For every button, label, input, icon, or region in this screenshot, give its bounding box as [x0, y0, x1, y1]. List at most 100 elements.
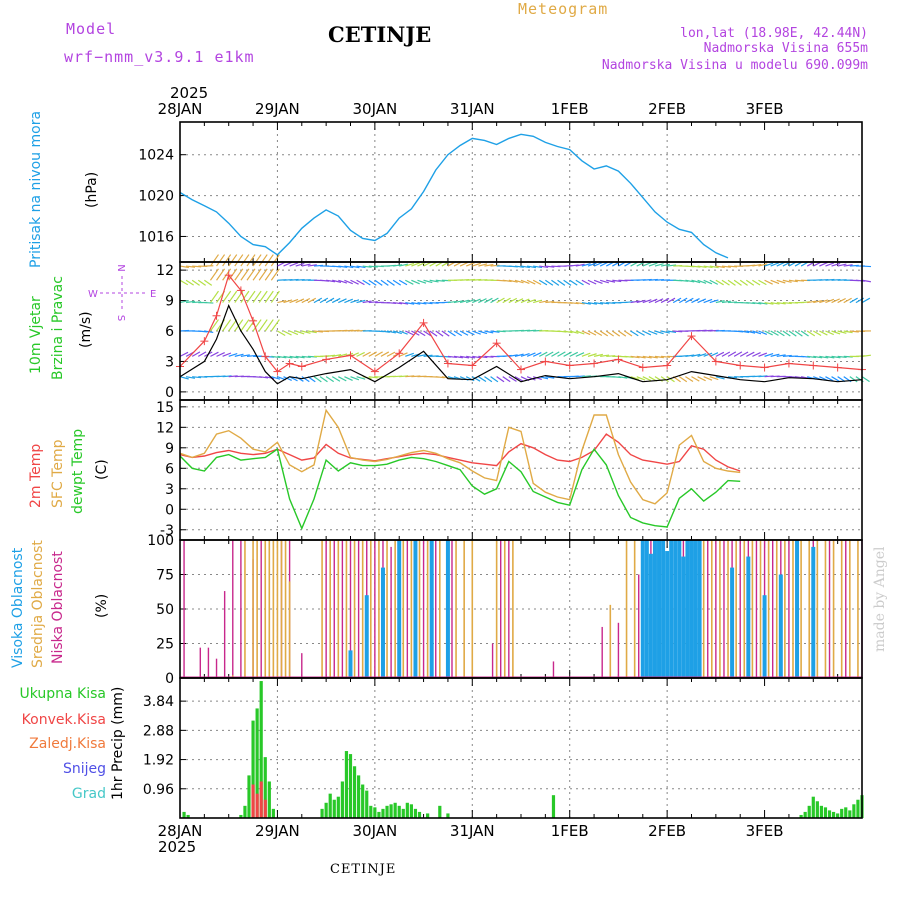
- wind-arrow: [764, 330, 773, 336]
- cloud-mid-bar: [719, 540, 721, 678]
- wind-arrow: [429, 279, 439, 283]
- wind-arrow: [539, 265, 549, 269]
- wind-arrow: [666, 297, 676, 304]
- wind-arrow: [216, 268, 226, 281]
- sfctemp-line: [179, 408, 741, 505]
- cloud-low-bar: [739, 540, 741, 678]
- wind-arrow: [861, 297, 871, 304]
- wind-arrow: [325, 376, 335, 383]
- cloud-mid-bar: [824, 540, 827, 678]
- wind-arrow: [447, 300, 457, 304]
- cloud-low-bar: [707, 540, 709, 678]
- wind-arrow: [587, 279, 597, 285]
- cloud-high-bar: [429, 540, 434, 678]
- wind-arrow: [472, 330, 481, 335]
- wind-arrow: [843, 297, 852, 304]
- wind-arrow: [849, 297, 858, 304]
- precip-total-bar: [251, 720, 255, 818]
- wind-arrow: [350, 299, 360, 304]
- wind-arrow: [502, 297, 511, 304]
- wind-arrow: [667, 264, 677, 267]
- gust-marker: [249, 316, 258, 325]
- wind-arrow: [825, 355, 835, 359]
- cloud-mid-bar: [857, 540, 859, 678]
- wind-arrow: [307, 297, 317, 304]
- wind-arrow: [648, 298, 658, 304]
- cloud-mid-bar: [808, 540, 811, 678]
- wind-arrow: [727, 351, 737, 357]
- precip-conv-bar: [259, 781, 263, 818]
- wind-arrow: [691, 376, 700, 382]
- cloud-mid-bar: [252, 540, 254, 678]
- cloud-high-bar: [730, 567, 735, 678]
- wind-arrow: [289, 355, 299, 359]
- precip-total-bar: [365, 790, 369, 818]
- wind-arrow: [654, 263, 664, 267]
- lonlat-label: lon,lat (18.98E, 42.44N): [680, 26, 868, 41]
- wind-arrow: [520, 279, 530, 285]
- cloud-high-bar: [652, 540, 657, 678]
- day-label-bottom: 28JAN: [158, 822, 203, 840]
- cloud-low-bar: [601, 626, 603, 678]
- wind-arrow: [216, 352, 225, 357]
- wind-arrow: [228, 254, 238, 267]
- wind-arrow: [405, 352, 414, 357]
- wind-arrow: [831, 355, 841, 359]
- day-label-bottom: 29JAN: [255, 822, 300, 840]
- wind-arrow: [758, 352, 768, 357]
- wind-arrow: [258, 254, 268, 267]
- wind-arrow: [764, 262, 774, 267]
- cloud-mid-bar: [337, 540, 340, 678]
- wind-arrow: [697, 298, 707, 304]
- wind-arrow: [545, 351, 554, 357]
- cloud-low-bar: [199, 647, 201, 678]
- wind-arrow: [752, 301, 762, 305]
- wind-arrow: [417, 301, 427, 305]
- wind-arrow: [460, 355, 470, 359]
- wind-arrow: [861, 376, 870, 383]
- cloud-high-bar: [689, 540, 694, 678]
- cloud-mid-bar: [792, 540, 794, 678]
- wind-arrow: [192, 376, 202, 379]
- cloud-mid-bar: [402, 540, 405, 678]
- wind-arrow: [478, 263, 488, 267]
- wind-arrow: [605, 330, 615, 337]
- wind-arrow: [733, 279, 742, 286]
- wind-arrow: [490, 330, 500, 333]
- wind-arrow: [636, 330, 645, 336]
- cloud-low-bar: [552, 661, 555, 678]
- wind-arrow: [289, 298, 299, 304]
- cloud-low-bar: [715, 540, 717, 678]
- wind-speed-line: [179, 304, 863, 385]
- wind-arrow: [344, 279, 353, 285]
- cloud-mid-bar: [410, 540, 413, 678]
- precip-total-bar: [182, 811, 186, 818]
- gust-marker: [784, 359, 793, 368]
- gust-marker: [565, 361, 574, 370]
- cloud-mid-bar: [244, 540, 246, 678]
- cloud-mid-bar: [800, 540, 802, 678]
- wind-arrow: [770, 279, 780, 285]
- wind-arrow: [532, 351, 542, 357]
- wind-arrow: [545, 265, 555, 268]
- wind-arrow: [332, 353, 342, 357]
- wind-arrow: [386, 279, 395, 286]
- y-tick-label: 0: [165, 502, 174, 518]
- precip-total-bar: [799, 814, 803, 818]
- wind-arrow: [459, 330, 469, 336]
- wind-arrow: [679, 279, 689, 282]
- precip-total-bar: [344, 751, 349, 818]
- wind-arrow: [642, 376, 652, 382]
- wind-arrow: [252, 290, 262, 303]
- cloud-mid-bar: [369, 540, 372, 678]
- wind-arrow: [776, 261, 786, 267]
- y-tick-label: 0: [165, 385, 174, 401]
- cloud-mid-bar: [426, 540, 429, 678]
- wind-arrow: [289, 330, 299, 336]
- wind-arrow: [837, 355, 847, 359]
- wind-arrow: [538, 351, 548, 357]
- y-tick-label: 12: [156, 263, 174, 279]
- cloud-mid-bar: [463, 540, 465, 678]
- wind-arrow: [380, 279, 389, 286]
- gust-marker: [419, 318, 428, 327]
